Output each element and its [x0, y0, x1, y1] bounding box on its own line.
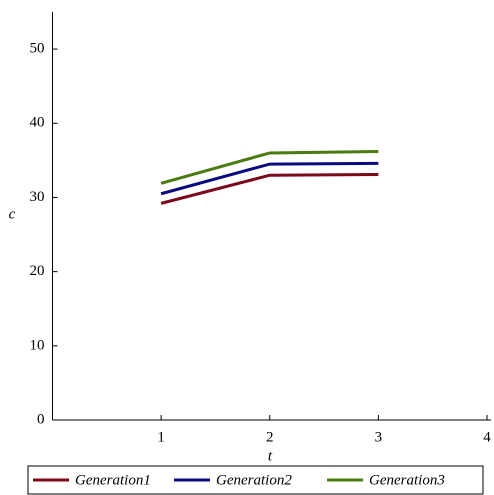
y-tick-label: 0 — [37, 411, 45, 427]
x-axis-label: t — [268, 448, 273, 464]
legend-label: Generation1 — [75, 472, 151, 488]
series-line — [160, 161, 379, 196]
y-axis-label: c — [9, 206, 16, 222]
x-tick-label: 4 — [483, 429, 491, 445]
legend-label: Generation2 — [216, 472, 292, 488]
legend-label: Generation3 — [369, 472, 445, 488]
y-tick-label: 20 — [30, 263, 45, 279]
x-tick-label: 1 — [157, 429, 165, 445]
y-tick-label: 50 — [30, 41, 45, 57]
x-tick-label: 3 — [375, 429, 383, 445]
y-tick-label: 40 — [30, 115, 45, 131]
series-line — [160, 149, 379, 185]
x-tick-label: 2 — [266, 429, 274, 445]
legend-box — [27, 465, 484, 495]
y-tick-label: 30 — [30, 189, 45, 205]
series-line — [160, 172, 379, 205]
y-tick-label: 10 — [30, 337, 45, 353]
